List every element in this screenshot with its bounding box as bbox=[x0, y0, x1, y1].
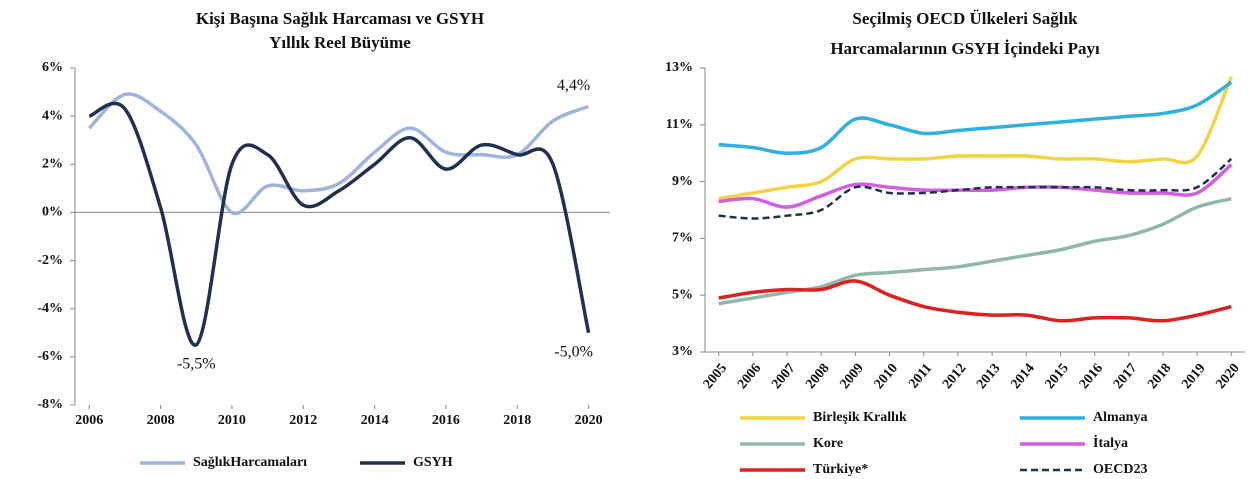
x-tick-label: 2013 bbox=[974, 361, 1003, 392]
legend-label: Almanya bbox=[1093, 410, 1147, 425]
x-tick-label: 2012 bbox=[289, 413, 317, 428]
x-tick-label: 2020 bbox=[575, 413, 603, 428]
series-line bbox=[718, 157, 1233, 220]
x-tick-label: 2020 bbox=[1213, 361, 1242, 392]
x-tick-label: 2008 bbox=[803, 361, 832, 392]
y-tick-label: 13% bbox=[665, 60, 693, 75]
legend-label: OECD23 bbox=[1093, 462, 1147, 477]
y-tick-label: 11% bbox=[666, 117, 693, 132]
legend-label: Türkiye* bbox=[813, 462, 868, 477]
x-tick-label: 2014 bbox=[361, 413, 389, 428]
value-label: -5,0% bbox=[554, 343, 593, 360]
x-tick-label: 2019 bbox=[1179, 361, 1208, 392]
y-tick-label: -4% bbox=[37, 301, 63, 316]
y-tick-label: -6% bbox=[37, 349, 63, 364]
legend-label: GSYH bbox=[413, 455, 453, 470]
y-tick-label: 7% bbox=[672, 231, 693, 246]
y-tick-label: 9% bbox=[672, 174, 693, 189]
x-tick-label: 2008 bbox=[147, 413, 175, 428]
y-tick-label: 6% bbox=[42, 60, 63, 75]
chart-subtitle: Yıllık Reel Büyüme bbox=[269, 33, 411, 52]
series-line bbox=[718, 163, 1233, 209]
y-tick-label: 5% bbox=[672, 287, 693, 302]
x-tick-label: 2018 bbox=[503, 413, 531, 428]
y-tick-label: -2% bbox=[37, 253, 63, 268]
x-tick-label: 2009 bbox=[837, 361, 866, 392]
y-tick-label: 2% bbox=[42, 157, 63, 172]
x-tick-label: 2014 bbox=[1008, 361, 1037, 392]
legend-label: İtalya bbox=[1093, 434, 1128, 451]
y-tick-label: -8% bbox=[37, 397, 63, 412]
legend-label: Birleşik Krallık bbox=[813, 410, 907, 425]
x-tick-label: 2010 bbox=[218, 413, 246, 428]
series-line bbox=[88, 101, 591, 347]
chart-subtitle: Harcamalarının GSYH İçindeki Payı bbox=[830, 39, 1100, 58]
series-line bbox=[718, 279, 1232, 323]
y-tick-label: 4% bbox=[42, 108, 63, 123]
x-tick-label: 2016 bbox=[432, 413, 460, 428]
value-label: -5,5% bbox=[177, 355, 216, 372]
x-tick-label: 2007 bbox=[769, 361, 798, 392]
x-tick-label: 2018 bbox=[1145, 361, 1174, 392]
x-tick-label: 2006 bbox=[75, 413, 103, 428]
legend-label: Kore bbox=[813, 436, 843, 451]
legend-label: SağlıkHarcamaları bbox=[193, 455, 307, 470]
x-tick-label: 2005 bbox=[701, 361, 730, 392]
y-tick-label: 0% bbox=[42, 205, 63, 220]
x-tick-label: 2010 bbox=[872, 361, 901, 392]
chart-title: Kişi Başına Sağlık Harcaması ve GSYH bbox=[196, 9, 484, 28]
x-tick-label: 2012 bbox=[940, 361, 969, 392]
x-tick-label: 2006 bbox=[735, 361, 764, 392]
series-line bbox=[718, 80, 1233, 155]
chart-title: Seçilmiş OECD Ülkeleri Sağlık bbox=[852, 9, 1078, 28]
x-tick-label: 2016 bbox=[1077, 361, 1106, 392]
x-tick-label: 2015 bbox=[1042, 361, 1071, 392]
series-line bbox=[88, 92, 590, 216]
value-label: 4,4% bbox=[557, 77, 590, 94]
series-line bbox=[718, 75, 1233, 201]
x-tick-label: 2011 bbox=[906, 361, 935, 392]
x-tick-label: 2017 bbox=[1111, 361, 1140, 392]
y-tick-label: 3% bbox=[672, 344, 693, 359]
